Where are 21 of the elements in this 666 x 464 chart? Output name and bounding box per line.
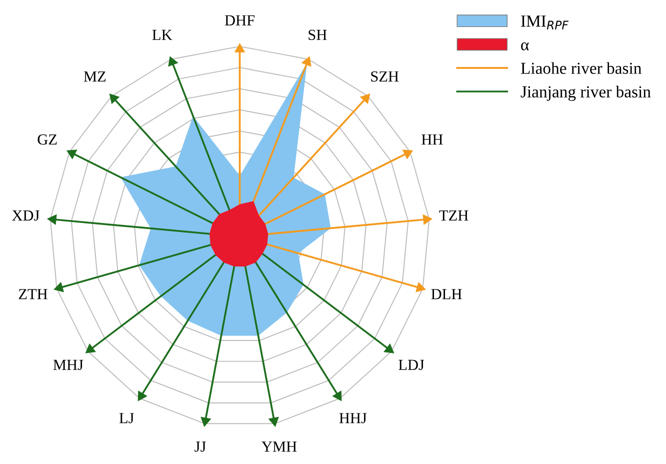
spoke-label: JJ — [194, 442, 206, 452]
spoke-label: GZ — [38, 134, 57, 145]
spoke-label: HHJ — [339, 413, 367, 424]
legend-label: α — [521, 42, 529, 50]
spoke-label: ZTH — [18, 289, 48, 300]
spoke-label: LJ — [119, 413, 134, 424]
spoke-label: MZ — [84, 71, 106, 82]
text: Liaohe river basin — [520, 62, 642, 74]
spoke-label: LK — [152, 30, 172, 40]
legend-label: IMI$_{RPF}$ — [521, 16, 569, 30]
spoke-label: LDJ — [398, 360, 424, 370]
spoke-label: XDJ — [12, 210, 40, 221]
spoke-label: DLH — [431, 289, 462, 300]
spoke-label: MHJ — [53, 360, 84, 370]
spoke-label: SZH — [371, 71, 399, 82]
spoke-label: DHF — [224, 15, 254, 26]
spoke-label: HH — [422, 134, 443, 144]
spoke-label: TZH — [439, 210, 468, 220]
spoke-label: YMH — [262, 442, 297, 452]
text: Jianjang river basin — [520, 86, 651, 101]
spoke-label: SH — [308, 30, 327, 40]
